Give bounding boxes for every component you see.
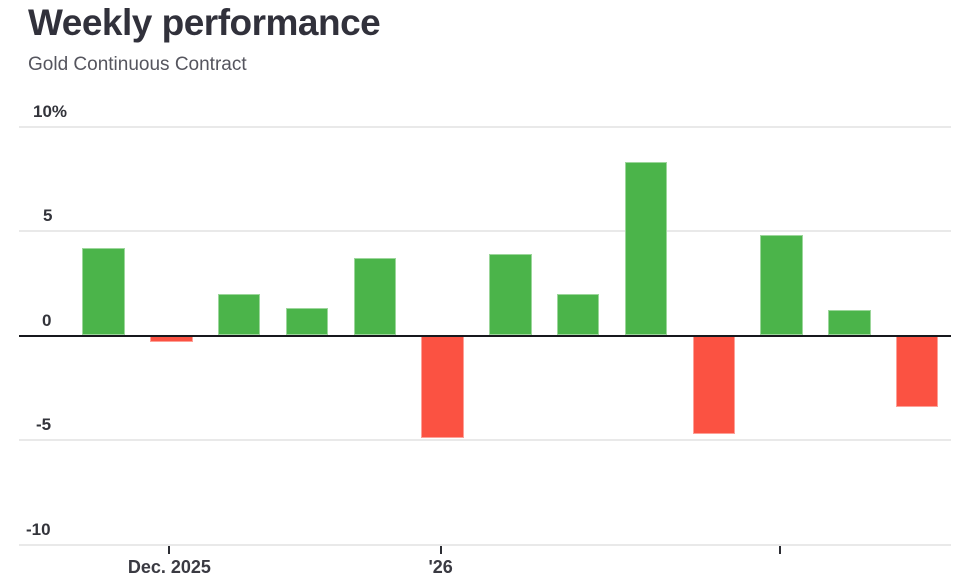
bar-week-4[interactable] (285, 308, 329, 336)
chart-title: Weekly performance (28, 2, 381, 43)
bar-week-3[interactable] (217, 293, 261, 336)
bar-week-7[interactable] (489, 253, 532, 336)
bar-week-8[interactable] (556, 293, 600, 336)
bar-week-9[interactable] (624, 162, 668, 336)
bar-week-5[interactable] (353, 258, 397, 336)
bar-week-1[interactable] (82, 247, 125, 336)
bar-week-10[interactable] (692, 335, 736, 434)
y-axis-label-5: 5 (43, 206, 53, 225)
bar-week-11[interactable] (760, 235, 803, 336)
bar-week-12[interactable] (828, 310, 871, 336)
x-axis-tick-2 (439, 545, 442, 554)
y-axis-label--5: -5 (36, 415, 52, 434)
x-axis-tick-3 (778, 545, 781, 554)
gridline-5 (19, 230, 951, 232)
zero-axis-line (19, 334, 951, 337)
chart-subtitle: Gold Continuous Contract (28, 54, 247, 75)
x-axis-label-2: '26 (428, 557, 453, 577)
y-axis-label--10: -10 (26, 519, 51, 539)
bar-week-6[interactable] (421, 335, 464, 438)
gridline--10 (19, 543, 951, 546)
gridline-10 (19, 125, 951, 128)
x-axis-label-1: Dec. 2025 (127, 557, 211, 577)
x-axis-tick-1 (168, 545, 171, 554)
bar-week-13[interactable] (895, 335, 939, 407)
y-axis-label-0: 0 (42, 310, 52, 330)
y-axis-label-10: 10% (33, 101, 68, 121)
gridline--5 (19, 439, 951, 441)
